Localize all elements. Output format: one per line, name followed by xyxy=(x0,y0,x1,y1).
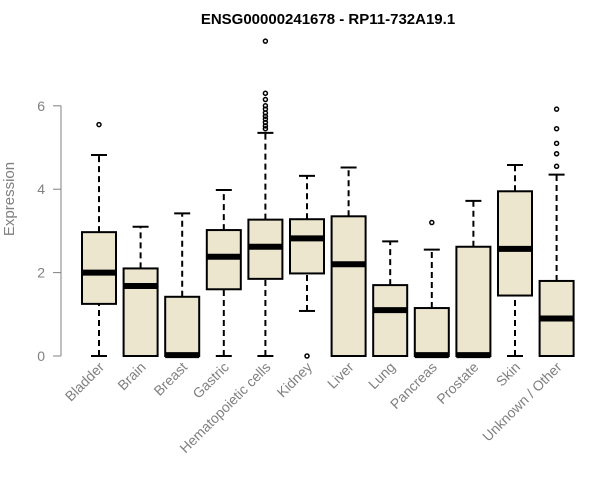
outlier-point xyxy=(429,219,435,226)
y-tick-label: 0 xyxy=(37,348,45,364)
x-tick-label: Prostate xyxy=(433,359,481,407)
box-liver xyxy=(330,166,367,357)
x-tick-label: Breast xyxy=(150,359,190,399)
box-prostate xyxy=(455,199,492,359)
box-rect xyxy=(413,307,450,358)
outlier-point xyxy=(304,353,310,359)
box-bladder xyxy=(81,121,117,357)
x-tick-label: Kidney xyxy=(274,359,316,401)
outlier-point xyxy=(262,38,269,44)
box-rect xyxy=(289,218,325,275)
outlier-point xyxy=(262,96,269,103)
outlier-point xyxy=(553,106,560,112)
x-tick-label: Unknown / Other xyxy=(479,359,565,445)
x-tick-label: Brain xyxy=(114,359,148,393)
y-tick-label: 6 xyxy=(37,98,45,114)
box-kidney xyxy=(289,174,325,359)
box-rect xyxy=(372,284,409,357)
outlier-point xyxy=(96,121,102,128)
outlier-point xyxy=(553,140,560,147)
x-tick-label: Bladder xyxy=(62,359,108,405)
box-unknown-other xyxy=(538,106,575,357)
box-rect xyxy=(122,267,159,357)
box-rect xyxy=(164,295,201,358)
chart-title: ENSG00000241678 - RP11-732A19.1 xyxy=(201,11,455,28)
outlier-point xyxy=(262,103,269,109)
box-rect xyxy=(497,190,533,297)
outlier-point xyxy=(553,151,560,157)
outlier-point xyxy=(553,125,560,132)
x-tick-label: Liver xyxy=(324,359,357,392)
outlier-point xyxy=(553,163,560,170)
box-rect xyxy=(455,245,492,357)
box-breast xyxy=(164,212,201,359)
box-rect xyxy=(330,215,367,357)
y-axis: 0 2 4 6 xyxy=(37,98,62,364)
box-rect xyxy=(81,231,117,305)
box-skin xyxy=(497,164,533,357)
outlier-point xyxy=(262,90,269,97)
box-gastric xyxy=(205,189,242,357)
box-lung xyxy=(372,240,409,357)
x-tick-label: Skin xyxy=(493,359,524,390)
x-tick-label: Lung xyxy=(365,359,398,392)
box-brain xyxy=(122,225,159,357)
boxes-group xyxy=(81,38,575,359)
outlier-point xyxy=(262,116,269,122)
y-tick-label: 2 xyxy=(37,265,45,281)
y-axis-label: Expression xyxy=(1,162,18,236)
outlier-point xyxy=(262,125,269,132)
box-pancreas xyxy=(413,219,450,359)
box-hematopoietic-cells xyxy=(247,38,284,357)
y-tick-label: 4 xyxy=(37,181,45,197)
